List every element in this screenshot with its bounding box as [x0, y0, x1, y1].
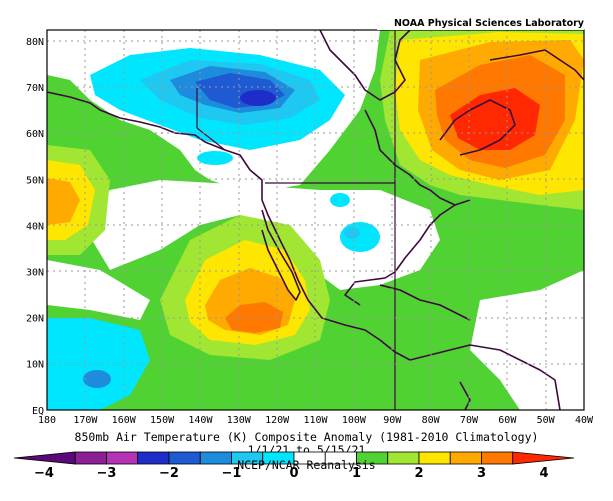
longitude-tick-label: 90W	[383, 415, 402, 426]
cool-patch-mid-pacific	[197, 151, 233, 165]
colorbar-tick-label: 2	[414, 466, 423, 481]
longitude-tick-label: 130W	[227, 415, 252, 426]
latitude-tick-label: 20N	[26, 314, 44, 325]
latitude-tick-label: 70N	[26, 83, 44, 94]
cool-core-southwest	[83, 370, 111, 388]
longitude-tick-label: 140W	[188, 415, 213, 426]
warm-core-northeast	[450, 88, 540, 150]
cool-patch-gulf-core	[344, 227, 360, 239]
cool-patch-central	[330, 193, 350, 207]
longitude-tick-label: 100W	[342, 415, 367, 426]
longitude-tick-label: 180	[38, 415, 56, 426]
colorbar-tick-label: −3	[97, 466, 117, 481]
borders	[196, 30, 396, 410]
longitude-labels: 180 170W 160W 150W 140W 130W 120W 110W 100W 90W 80…	[38, 415, 594, 426]
latitude-tick-label: 50N	[26, 175, 44, 186]
colorbar-segment	[512, 451, 575, 465]
colorbar-tick-label: −2	[159, 466, 179, 481]
longitude-tick-label: 170W	[73, 415, 98, 426]
cool-core-north-center	[240, 90, 276, 106]
latitude-labels: 80N 70N 60N 50N 40N 30N 20N 10N EQ	[26, 37, 44, 417]
colorbar-tick-label: 3	[477, 466, 486, 481]
map-frame	[46, 29, 585, 411]
colorbar-tick-label: −4	[34, 466, 54, 481]
colorbar-segments	[13, 451, 575, 465]
colorbar: −4 −3 −2 −1 0 1 2 3 4	[13, 451, 575, 481]
latitude-tick-label: EQ	[32, 406, 44, 417]
neutral-region-subtropical-pacific	[47, 260, 150, 320]
longitude-tick-label: 150W	[150, 415, 175, 426]
neutral-region-central	[80, 180, 440, 290]
credit-label: NOAA Physical Sciences Laboratory	[377, 17, 584, 30]
longitude-tick-label: 80W	[422, 415, 441, 426]
caption-title: 850mb Air Temperature (K) Composite Anom…	[74, 430, 539, 444]
colorbar-labels: −4 −3 −2 −1 0 1 2 3 4	[34, 466, 549, 481]
colorbar-tick-label: 0	[289, 466, 298, 481]
neutral-region-caribbean	[470, 270, 584, 410]
colorbar-tick-label: 4	[539, 466, 548, 481]
caption-source: NCEP/NCAR Reanalysis	[237, 458, 376, 472]
longitude-tick-label: 60W	[498, 415, 517, 426]
cool-region-southwest	[47, 318, 150, 410]
latitude-tick-label: 40N	[26, 221, 44, 232]
longitude-tick-label: 40W	[575, 415, 594, 426]
latitude-tick-label: 30N	[26, 268, 44, 279]
latitude-tick-label: 80N	[26, 37, 44, 48]
colorbar-tick-label: 1	[352, 466, 361, 481]
longitude-tick-label: 160W	[112, 415, 137, 426]
longitude-tick-label: 120W	[265, 415, 290, 426]
cool-patch-gulf	[340, 222, 380, 252]
longitude-tick-label: 50W	[537, 415, 556, 426]
colorbar-tick-label: −1	[222, 466, 242, 481]
latitude-tick-label: 60N	[26, 129, 44, 140]
warm-core-west	[47, 178, 80, 225]
latitude-tick-label: 10N	[26, 360, 44, 371]
longitude-tick-label: 110W	[303, 415, 328, 426]
longitude-tick-label: 70W	[460, 415, 479, 426]
